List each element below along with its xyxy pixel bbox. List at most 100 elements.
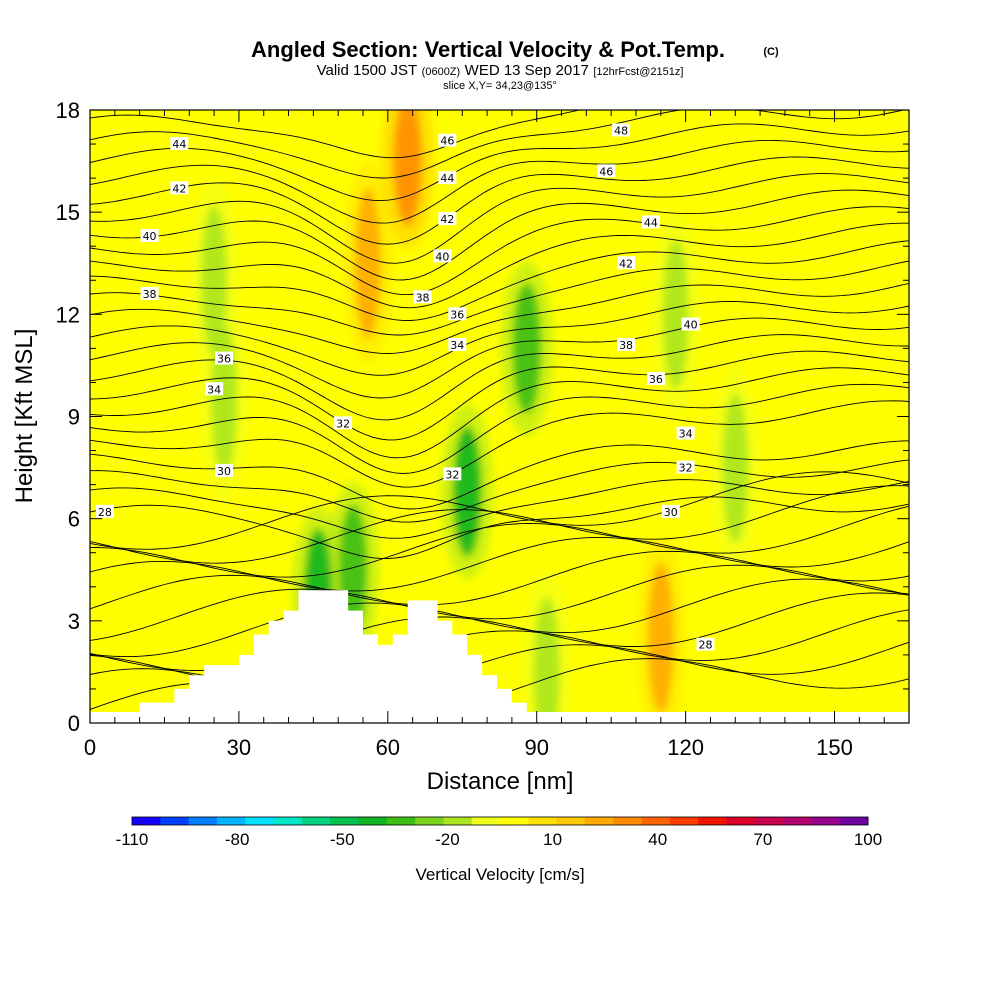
x-tick-label: 90 (524, 735, 548, 760)
isentrope-10 (90, 471, 909, 550)
isentrope-label: 30 (215, 463, 234, 478)
colorbar-swatch (641, 817, 671, 825)
valid-time: Valid 1500 JST (317, 62, 418, 79)
isentrope-13 (90, 459, 909, 523)
x-tick-label: 120 (667, 735, 704, 760)
isentrope-label-text: 28 (98, 506, 112, 519)
y-tick-label: 15 (56, 200, 80, 225)
isentrope-26 (90, 206, 909, 296)
isentrope-21 (90, 301, 909, 376)
isentrope-23 (90, 260, 909, 336)
isentrope-22 (90, 282, 909, 354)
isentrope-label-text: 44 (440, 172, 454, 185)
isentrope-label-text: 46 (599, 165, 613, 178)
isentrope-label-text: 44 (644, 216, 658, 229)
isentrope-label: 42 (438, 211, 457, 226)
isentrope-16 (90, 383, 909, 474)
isentrope-label-text: 38 (143, 288, 157, 301)
colorbar-swatch (839, 817, 869, 825)
y-axis-label: Height [Kft MSL] (11, 329, 38, 504)
chart-subtitle: Valid 1500 JST (0600Z) WED 13 Sep 2017 [… (317, 62, 684, 79)
isentrope-label: 44 (170, 137, 189, 151)
isentrope-12 (90, 479, 909, 539)
y-tick-label: 0 (68, 711, 80, 736)
colorbar-tick-label: 100 (854, 830, 882, 849)
isentrope-label: 34 (448, 337, 467, 352)
colorbar-swatch (301, 817, 331, 825)
chart-title: Angled Section: Vertical Velocity & Pot.… (251, 37, 725, 62)
velocity-feature-11 (647, 562, 674, 713)
colorbar-swatch (132, 817, 161, 825)
isentrope-label: 34 (676, 426, 695, 441)
x-tick-label: 0 (84, 735, 96, 760)
colorbar-swatch (386, 817, 416, 825)
isentrope-label: 36 (215, 351, 234, 366)
isentrope-label-text: 46 (440, 135, 454, 148)
isentrope-8 (90, 505, 909, 578)
isentrope-label-text: 28 (698, 639, 712, 652)
colorbar-tick-label: 10 (543, 830, 562, 849)
y-tick-label: 12 (56, 302, 80, 327)
isentrope-label-text: 30 (664, 506, 678, 519)
isentrope-label: 34 (205, 382, 224, 396)
plot-area: 28 30 32 32 34 36 38 40 42 44 46 44 42 40 38 36 34 48 46 44… (90, 110, 909, 723)
colorbar-swatch (330, 817, 359, 825)
copyright-mark: (C) (763, 46, 779, 58)
colorbar-swatch (811, 817, 841, 825)
colorbar-swatch (783, 817, 812, 825)
isentrope-label-text: 30 (217, 465, 231, 478)
y-tick-label: 3 (68, 609, 80, 634)
colorbar-swatch (500, 817, 529, 825)
colorbar-swatch (160, 817, 190, 825)
isentrope-label: 30 (661, 504, 680, 519)
colorbar-swatch (273, 817, 303, 825)
slice-info: slice X,Y= 34,23@135° (443, 80, 557, 92)
valid-utc: (0600Z) (422, 66, 461, 78)
colorbar-swatch (245, 817, 275, 825)
isentrope-label: 32 (443, 467, 462, 481)
isentrope-label-text: 40 (435, 250, 449, 263)
isentrope-label-text: 38 (619, 339, 633, 352)
isentrope-9 (90, 485, 909, 564)
y-tick-label: 6 (68, 507, 80, 532)
isentrope-label-text: 32 (445, 468, 459, 481)
isentrope-lines (90, 110, 909, 713)
colorbar-labels: -110 -80 -50 -20 10 40 70 100 (116, 830, 883, 849)
isentrope-label-text: 34 (450, 339, 464, 352)
colorbar-swatch (443, 817, 473, 825)
isentrope-label-text: 44 (172, 138, 186, 151)
colorbar-title: Vertical Velocity [cm/s] (415, 865, 584, 884)
isentrope-label: 48 (612, 123, 631, 137)
velocity-feature-0 (201, 205, 228, 356)
colorbar-swatch (754, 817, 784, 825)
isentrope-label: 40 (681, 317, 700, 332)
isentrope-label: 42 (170, 181, 189, 195)
isentrope-4 (90, 578, 909, 658)
isentrope-labels: 28 30 32 32 34 36 38 40 42 44 46 44 42 40 38 36 34 48 46 44… (95, 123, 715, 652)
velocity-feature-7 (662, 239, 689, 390)
isentrope-label-text: 34 (207, 383, 221, 396)
x-tick-label: 60 (376, 735, 400, 760)
y-tick-label: 18 (56, 98, 80, 123)
colorbar-swatch (584, 817, 614, 825)
velocity-feature-6 (533, 596, 560, 723)
isentrope-15 (90, 400, 909, 488)
ground-strip (90, 712, 909, 723)
isentrope-label: 36 (646, 372, 665, 386)
isentrope-label: 38 (617, 337, 636, 352)
isentrope-label: 36 (448, 307, 467, 321)
isentrope-label-text: 42 (172, 182, 186, 195)
isentrope-29 (90, 156, 909, 245)
colorbar-swatch (669, 817, 699, 825)
isentrope-label: 46 (597, 164, 616, 178)
colorbar-tick-label: -50 (330, 830, 355, 849)
colorbar-swatch (698, 817, 727, 825)
isentrope-label-text: 42 (440, 213, 454, 226)
isentrope-33 (90, 110, 582, 159)
isentrope-label-text: 34 (679, 428, 693, 441)
isentrope-label: 46 (438, 133, 457, 148)
isentrope-11 (90, 496, 909, 559)
colorbar-swatch (216, 817, 246, 825)
